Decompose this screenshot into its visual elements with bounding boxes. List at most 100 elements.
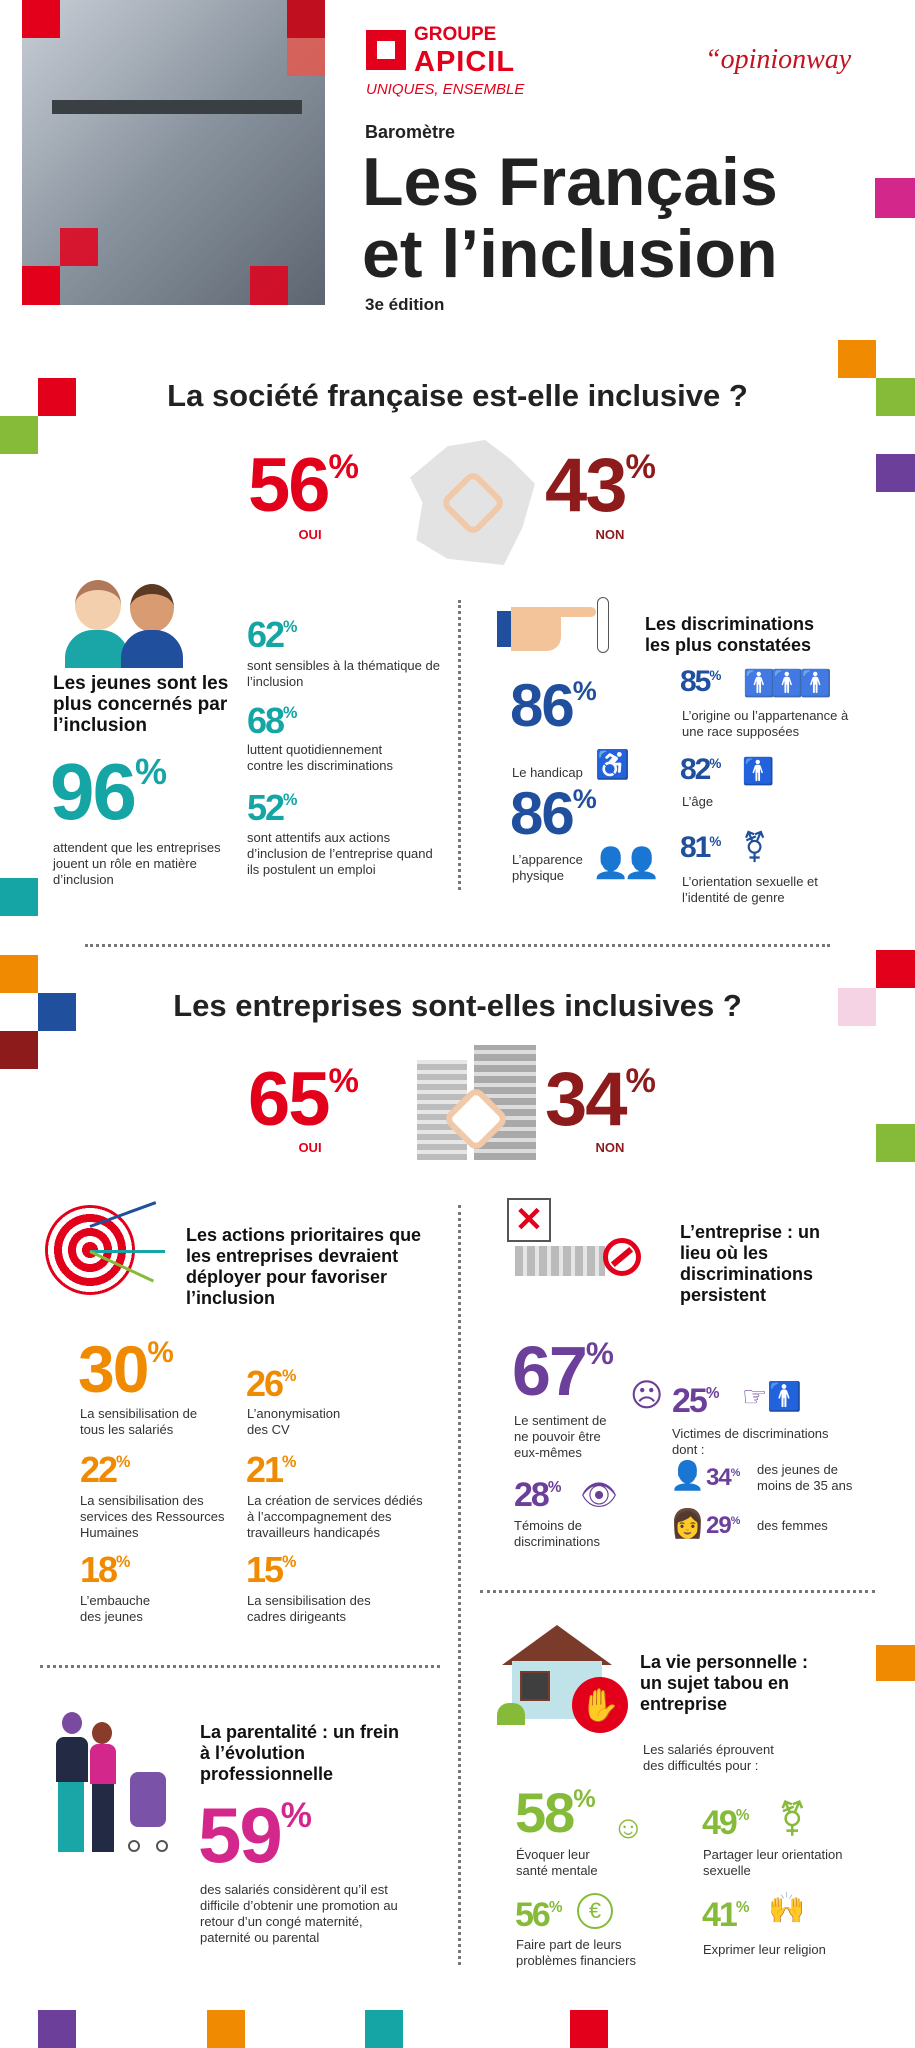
- building-forbidden-icon: ✕: [505, 1198, 645, 1276]
- target-icon: [45, 1201, 170, 1295]
- deco-square: [876, 1645, 915, 1681]
- action-caption: La sensibilisation des cadres dirigeants: [247, 1593, 371, 1624]
- discrimination-value: 86%: [510, 780, 597, 847]
- society-no-value: 43%: [545, 443, 656, 528]
- page-title-line1: Les Français: [362, 144, 778, 220]
- eye-icon: 👁: [580, 1479, 619, 1512]
- praying-hands-icon: 🙌: [768, 1892, 806, 1925]
- victims-sub-caption: des femmes: [757, 1518, 828, 1533]
- divider: [85, 944, 830, 947]
- discrimination-value: 86%: [510, 672, 597, 739]
- deco-square: [838, 988, 876, 1026]
- victims-sub-caption: des jeunes de moins de 35 ans: [757, 1462, 853, 1493]
- youth-title: Les jeunes sont les plus concernés par l…: [53, 673, 229, 736]
- action-value: 15%: [246, 1549, 297, 1590]
- youth-main-value: 96%: [50, 747, 167, 836]
- house-stop-icon: ✋: [497, 1625, 637, 1735]
- action-caption: La sensibilisation des services des Ress…: [80, 1493, 225, 1540]
- deco-square: [38, 2010, 76, 2048]
- deco-square: [38, 993, 76, 1031]
- victims-value: 25%: [672, 1382, 720, 1420]
- companies-no-label: NON: [595, 1140, 625, 1155]
- discriminations-title: Les discriminations les plus constatées: [645, 614, 815, 655]
- personal-value: 41%: [702, 1896, 750, 1934]
- action-caption: L’anonymisation des CV: [247, 1406, 341, 1437]
- mental-health-icon: ☺: [612, 1809, 645, 1845]
- deco-square: [0, 878, 38, 916]
- society-yes-label: OUI: [298, 527, 322, 542]
- victims-sub-value: 34%: [706, 1464, 741, 1491]
- personal-value: 49%: [702, 1804, 750, 1842]
- young-people-icon: [55, 580, 185, 668]
- sad-face-icon: ☹: [630, 1377, 664, 1413]
- deco-square: [0, 1031, 38, 1069]
- society-yes-value: 56%: [248, 443, 359, 528]
- people-icon: 👤👤: [592, 847, 661, 880]
- personal-title: La vie personnelle : un sujet tabou en e…: [640, 1652, 809, 1714]
- youth-stat-caption: luttent quotidiennement contre les discr…: [247, 742, 393, 773]
- parenting-title: La parentalité : un frein à l’évolution …: [200, 1722, 400, 1784]
- discrimination-value: 82%: [680, 753, 722, 786]
- header-photo: [22, 0, 325, 305]
- divider: [458, 1205, 461, 1965]
- deco-square: [876, 454, 915, 492]
- youth-stat-value: 52%: [247, 787, 298, 828]
- divider: [480, 1590, 875, 1593]
- deco-square: [0, 416, 38, 454]
- pointing-person-icon: ☞🚹: [742, 1381, 802, 1412]
- deco-square: [876, 950, 915, 988]
- youth-main-caption: attendent que les entreprises jouent un …: [53, 840, 221, 887]
- discrimination-value: 81%: [680, 831, 722, 864]
- action-value: 18%: [80, 1549, 131, 1590]
- group-icon: 🚹🚹🚹: [743, 668, 832, 698]
- brand-tagline: UNIQUES, ENSEMBLE: [366, 81, 525, 98]
- deco-square: [876, 1124, 915, 1162]
- deco-square: [875, 178, 915, 218]
- personal-caption: Évoquer leur santé mentale: [516, 1847, 598, 1878]
- action-value: 21%: [246, 1449, 297, 1490]
- victims-caption: Victimes de discriminations dont :: [672, 1426, 829, 1457]
- society-no-label: NON: [595, 527, 625, 542]
- actions-title: Les actions prioritaires que les entrepr…: [186, 1225, 422, 1308]
- action-caption: La sensibilisation de tous les salariés: [80, 1406, 198, 1437]
- wheelchair-icon: ♿: [595, 749, 630, 780]
- youth-stat-value: 68%: [247, 700, 298, 741]
- deco-square: [365, 2010, 403, 2048]
- discrimination-caption: Le handicap: [512, 765, 583, 780]
- edition: 3e édition: [365, 295, 445, 314]
- youth-stat-caption: sont attentifs aux actions d’inclusion d…: [247, 830, 433, 877]
- feeling-caption: Le sentiment de ne pouvoir être eux-même…: [514, 1413, 607, 1460]
- companies-yes-value: 65%: [248, 1057, 359, 1142]
- action-caption: L’embauche des jeunes: [80, 1593, 151, 1624]
- deco-square: [570, 2010, 608, 2048]
- discrimination-caption: L’apparence physique: [512, 852, 583, 883]
- personal-caption: Exprimer leur religion: [703, 1942, 826, 1957]
- kicker: Baromètre: [365, 122, 456, 142]
- youth-stat-value: 62%: [247, 614, 298, 655]
- personal-value: 56%: [515, 1896, 563, 1934]
- opinionway-logo: “opinionway: [705, 44, 852, 75]
- deco-square: [38, 378, 76, 416]
- feeling-value: 67%: [512, 1332, 614, 1410]
- woman-icon: 👩: [670, 1508, 705, 1539]
- victims-sub-value: 29%: [706, 1512, 741, 1539]
- deco-square: [876, 378, 915, 416]
- action-value: 22%: [80, 1449, 131, 1490]
- discrimination-value: 85%: [680, 665, 722, 698]
- pointing-hand-icon: [497, 597, 609, 657]
- divider: [458, 600, 461, 890]
- deco-square: [0, 955, 38, 993]
- companies-title: Les entreprises sont-elles inclusives ?: [173, 988, 742, 1023]
- deco-square: [838, 340, 876, 378]
- discrimination-caption: L’âge: [682, 794, 714, 809]
- youth-stat-caption: sont sensibles à la thématique de l’incl…: [247, 658, 440, 689]
- young-person-icon: 👤: [670, 1460, 705, 1491]
- brand-group: GROUPE: [414, 24, 497, 45]
- witnesses-value: 28%: [514, 1476, 562, 1514]
- action-value: 26%: [246, 1363, 297, 1404]
- personal-value: 58%: [515, 1781, 596, 1844]
- society-title: La société française est-elle inclusive …: [167, 378, 748, 413]
- discrimination-caption: L’orientation sexuelle et l’identité de …: [682, 874, 818, 905]
- euro-icon: €: [577, 1893, 613, 1929]
- witnesses-caption: Témoins de discriminations: [514, 1518, 600, 1549]
